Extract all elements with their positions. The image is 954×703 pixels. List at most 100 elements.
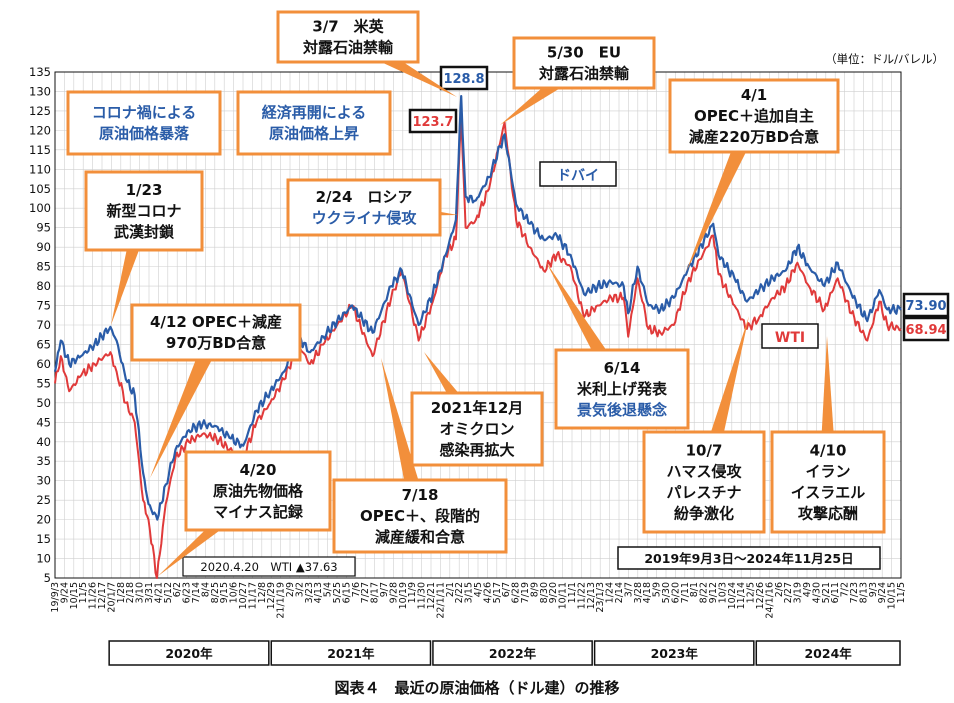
annotation-box [66, 90, 222, 156]
annotation-line: 2/24 ロシア [316, 188, 413, 206]
svg-text:WTI: WTI [775, 330, 805, 346]
annotation-line: コロナ禍による [92, 104, 197, 122]
series-label-wti: WTI [761, 323, 819, 349]
annotation-box [184, 450, 332, 532]
annotation-box [512, 36, 656, 90]
annotation-box [84, 170, 204, 252]
year-box [108, 640, 270, 666]
x-tick-label: 4/21 [153, 582, 164, 603]
x-tick-label: 9/20 [548, 582, 559, 603]
x-tick-label: 6/7 [501, 582, 512, 597]
annotation-line: 970万BD合意 [166, 334, 266, 352]
x-tick-label: 12/13 [586, 582, 597, 609]
annotation-eu: 5/30 EU 対露石油禁輸 [500, 36, 656, 125]
annotation-line: パレスチナ [666, 484, 741, 502]
y-tick-label: 135 [29, 65, 51, 79]
y-tick-label: 115 [29, 143, 51, 157]
x-tick-label: 2/27 [783, 582, 794, 603]
x-tick-label: 8/30 [539, 582, 550, 603]
annotation-line: オミクロン [439, 420, 514, 438]
x-tick-label: 10/24 [727, 582, 738, 609]
x-tick-label: 10/3 [717, 582, 728, 603]
value-label-dubai-end: 73.90 [902, 292, 950, 318]
y-axis: 5 10 15 20 25 30 35 40 45 50 55 60 65 70 75 80 85 90 95 100… [29, 65, 51, 585]
x-tick-label: 11/9 [407, 582, 418, 603]
x-tick-label: 2/22 [454, 582, 465, 603]
x-tick-label: 11/17 [247, 582, 258, 609]
y-tick-label: 90 [36, 240, 51, 254]
annotation-line: 3/7 米英 [312, 18, 384, 36]
x-tick-label: 4/26 [482, 582, 493, 603]
svg-text:123.7: 123.7 [412, 115, 453, 130]
x-tick-label: 8/1 [689, 582, 700, 597]
annotation-line: 6/14 [604, 359, 641, 377]
x-tick-label: 4/9 [802, 582, 813, 597]
annotation-box [668, 78, 840, 154]
y-tick-label: 40 [36, 435, 51, 449]
x-tick-label: 11/26 [88, 582, 99, 609]
year-label: 2021年 [327, 646, 375, 661]
x-tick-label: 24/1/16 [764, 582, 775, 619]
annotation-line: OPEC＋、段階的 [360, 507, 480, 525]
annotation-line: 紛争激化 [674, 505, 734, 523]
x-tick-label: 6/15 [341, 582, 352, 603]
annotation-line: 米利上げ発表 [577, 380, 668, 398]
y-tick-label: 10 [36, 552, 51, 566]
y-tick-label: 85 [36, 260, 51, 274]
annotation-line: ハマス侵攻 [666, 463, 742, 481]
chart-title: 図表４ 最近の原油価格（ドル建）の推移 [334, 679, 619, 697]
y-tick-label: 50 [36, 396, 51, 410]
x-tick-label: 12/29 [266, 582, 277, 609]
annotation-line: 2021年12月 [431, 399, 524, 417]
x-tick-label: 9/15 [219, 582, 230, 603]
x-tick-label: 8/4 [200, 582, 211, 597]
year-labels: 2020年 2021年 2022年 2023年 2024年 [108, 640, 901, 666]
annotation-line: 対露石油禁輸 [538, 65, 630, 83]
y-tick-label: 55 [36, 376, 51, 390]
annotation-line: ウクライナ侵攻 [312, 209, 418, 227]
y-tick-label: 110 [29, 162, 51, 176]
annotation-line: 新型コロナ [106, 202, 181, 220]
x-tick-label: 9/12 [708, 582, 719, 603]
x-tick-label: 6/23 [182, 582, 193, 603]
annotation-line: 4/1 [741, 86, 767, 104]
y-tick-label: 15 [36, 532, 51, 546]
annotation-box [332, 478, 508, 554]
y-tick-label: 30 [36, 474, 51, 488]
x-tick-label: 11/22 [576, 582, 587, 609]
y-tick-label: 35 [36, 454, 51, 468]
year-box [593, 640, 755, 666]
x-tick-label: 21/1/19 [276, 582, 287, 619]
x-tick-label: 4/5 [473, 582, 484, 597]
x-tick-label: 7/11 [680, 582, 691, 603]
annotation-box [410, 391, 544, 467]
annotation-line: OPEC＋追加自主 [694, 107, 814, 125]
x-tick-label: 4/30 [811, 582, 822, 603]
annotation-line: イラン [805, 463, 850, 481]
annotation-line: 4/12 OPEC＋減産 [150, 313, 282, 331]
value-label-dubai-peak: 128.8 [439, 65, 489, 91]
x-tick-label: 20/1/7 [106, 582, 117, 613]
x-tick-label: 11/1 [567, 582, 578, 603]
annotation-pointer [381, 358, 429, 519]
year-label: 2020年 [165, 646, 213, 661]
x-tick-label: 19/9/3 [50, 582, 61, 613]
y-tick-label: 125 [29, 104, 51, 118]
x-tick-label: 12/26 [755, 582, 766, 609]
annotation-line: 4/10 [810, 442, 847, 460]
x-tick-label: 10/15 [887, 582, 898, 609]
x-tick-label: 3/23 [304, 582, 315, 603]
x-tick-label: 9/3 [868, 582, 879, 597]
annotation-box [130, 303, 302, 362]
year-box [270, 640, 432, 666]
y-tick-label: 65 [36, 337, 51, 351]
value-label-wti-end: 68.94 [902, 316, 950, 342]
year-label: 2024年 [804, 646, 852, 661]
x-tick-label: 11/14 [736, 582, 747, 609]
